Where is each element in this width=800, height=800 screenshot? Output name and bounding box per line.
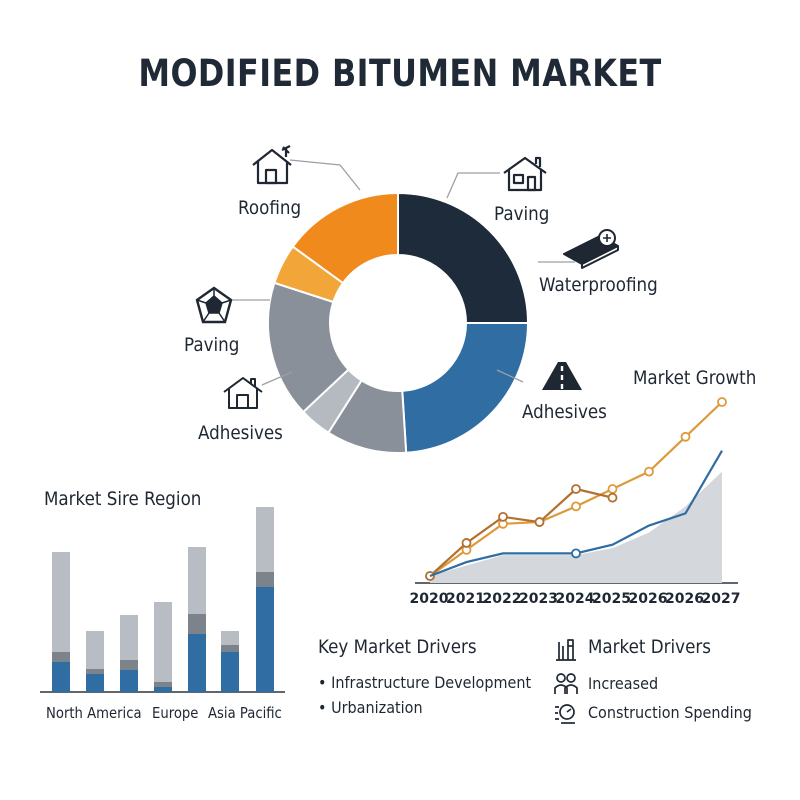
bar-segment (256, 572, 274, 587)
bar-segment (256, 587, 274, 692)
line-series (429, 487, 613, 577)
bar-segment (221, 652, 239, 692)
line-point (534, 517, 545, 527)
driver-item-text: Infrastructure Development (331, 673, 532, 692)
leader-adhesives-left (261, 371, 293, 386)
label-adhesives-left: Adhesives (198, 422, 283, 444)
house-icon (252, 145, 292, 185)
bar-segment (154, 687, 172, 692)
line-point (607, 484, 618, 494)
bar-segment (52, 652, 70, 662)
flask-icon (556, 639, 576, 661)
road-icon (542, 362, 582, 390)
driver-item: • Urbanization (318, 698, 423, 717)
bar-segment (256, 507, 274, 572)
page-title: MODIFIED BITUMEN MARKET (138, 52, 662, 95)
label-paving-left: Paving (184, 334, 240, 356)
x-tick-label: 2020 (410, 591, 449, 607)
driver-item-text: Urbanization (331, 698, 423, 717)
line-point (461, 538, 472, 548)
line-chart-title: Market Growth (633, 367, 757, 389)
category-label: North America (46, 704, 142, 722)
line-point (644, 466, 654, 477)
bar-segment (154, 682, 172, 687)
label-waterproofing: Waterproofing (539, 274, 658, 296)
line-point (571, 548, 581, 559)
leader-lines (230, 159, 575, 386)
line-point (717, 397, 727, 407)
line-point (571, 484, 581, 494)
house-icon (503, 156, 547, 192)
donut-slice (397, 191, 530, 324)
x-tick-label: 2027 (702, 591, 741, 607)
x-tick-label: 2021 (446, 591, 485, 607)
market-driver-item: Increased (588, 674, 659, 693)
bar-segment (188, 614, 206, 634)
bar-segment (221, 631, 239, 645)
line-point (498, 511, 508, 522)
leader-adhesives-right (496, 369, 524, 383)
waterproofing-icon (563, 229, 619, 269)
bar-segment (154, 602, 172, 682)
x-tick-label: 2023 (519, 591, 558, 607)
label-paving-right: Paving (494, 203, 550, 225)
bar-segment (86, 631, 104, 669)
bar-segment (188, 634, 206, 692)
people-icon (554, 673, 578, 694)
gauge-icon (555, 704, 575, 724)
category-label: Asia Pacific (208, 704, 282, 722)
bar-segment (188, 547, 206, 614)
line-point (607, 492, 618, 503)
bar-segment (120, 615, 138, 660)
x-tick-label: 2026 (665, 591, 704, 607)
bar-segment (52, 662, 70, 692)
leader-paving-right (446, 172, 500, 199)
x-tick-label: 2026 (629, 591, 668, 607)
leader-roofing (289, 159, 361, 191)
market-driver-item: Construction Spending (588, 703, 752, 722)
house-icon (223, 377, 263, 409)
market-drivers-heading: Market Drivers (588, 636, 711, 658)
driver-item: • Infrastructure Development (318, 673, 532, 692)
donut-slice (401, 322, 530, 454)
line-point (680, 431, 691, 442)
label-roofing: Roofing (238, 197, 302, 219)
key-drivers-heading: Key Market Drivers (318, 636, 477, 658)
category-label: Europe (152, 704, 199, 722)
donut-slice (291, 191, 399, 285)
area-series (430, 471, 722, 583)
bar-segment (52, 552, 70, 652)
line-point (571, 501, 581, 512)
bar-segment (120, 670, 138, 692)
bar-segment (120, 660, 138, 670)
label-adhesives-right: Adhesives (522, 401, 607, 423)
network-icon (195, 286, 233, 324)
bar-segment (86, 669, 104, 674)
x-tick-label: 2025 (592, 591, 631, 607)
bar-segment (86, 674, 104, 692)
bar-chart-title: Market Sire Region (44, 488, 202, 510)
x-tick-label: 2022 (483, 591, 522, 607)
bar-segment (221, 645, 239, 652)
x-tick-label: 2024 (556, 591, 595, 607)
